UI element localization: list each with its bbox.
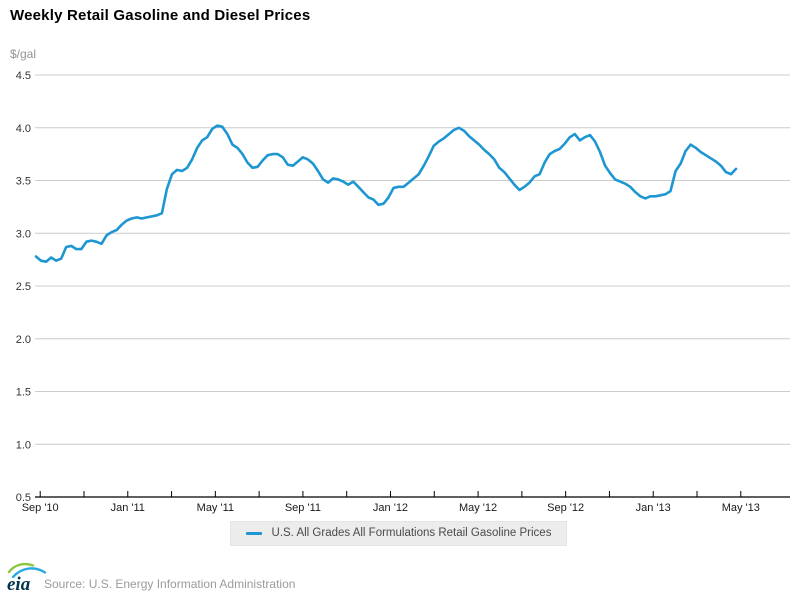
x-axis-tick-label: Sep '10 [22,502,59,514]
x-axis-tick-label: Sep '12 [547,502,584,514]
x-axis-tick-label: May '11 [197,502,234,514]
x-axis-tick-label: May '13 [722,502,760,514]
legend-item-label: U.S. All Grades All Formulations Retail … [271,527,552,539]
y-axis-tick-label: 0.5 [16,492,31,504]
x-axis-tick-label: Jan '13 [636,502,671,514]
eia-logo-blue-swoosh [11,567,47,579]
page-title: Weekly Retail Gasoline and Diesel Prices [10,7,311,24]
gasoline-price-line [34,124,738,264]
y-axis-tick-label: 1.0 [16,439,31,451]
y-axis-unit-label: $/gal [10,47,37,61]
legend-line-swatch [245,531,262,535]
x-axis-tick-label: Jan '11 [111,502,145,514]
y-axis-tick-label: 2.5 [16,281,31,293]
y-axis-tick-label: 2.0 [16,334,31,346]
x-axis-tick-label: May '12 [459,502,497,514]
y-axis-tick-label: 4.0 [16,123,31,135]
y-axis-tick-label: 1.5 [16,387,31,399]
x-axis-tick-label: Sep '11 [285,502,321,514]
legend-item-gasoline-prices[interactable]: U.S. All Grades All Formulations Retail … [229,521,568,546]
legend: U.S. All Grades All Formulations Retail … [0,521,797,546]
eia-logo: eia [7,562,47,595]
x-axis-tick-label: Jan '12 [373,502,408,514]
eia-logo-green-swoosh [7,562,35,574]
y-axis-tick-label: 3.5 [16,176,31,188]
eia-logo-text: eia [7,574,31,595]
y-axis-tick-label: 3.0 [16,228,31,240]
source-attribution: Source: U.S. Energy Information Administ… [44,577,296,591]
y-axis-tick-label: 4.5 [16,70,31,82]
